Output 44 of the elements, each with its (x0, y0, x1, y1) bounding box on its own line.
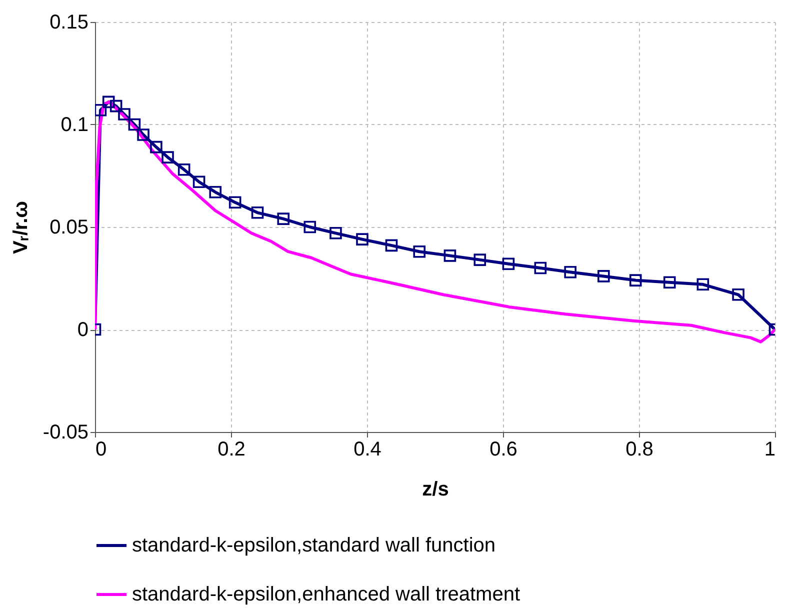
x-tick-label: 0.4 (354, 438, 382, 460)
point (304, 220, 316, 234)
y-tick-label: 0.15 (50, 12, 88, 34)
point (413, 245, 426, 258)
point (178, 163, 190, 176)
point (128, 118, 141, 131)
point (277, 212, 290, 225)
point (696, 278, 710, 291)
point (95, 104, 107, 116)
point (162, 151, 174, 164)
point (150, 140, 162, 154)
point (209, 186, 222, 198)
point (502, 258, 515, 270)
point (192, 176, 206, 188)
point (444, 250, 456, 262)
point (330, 227, 342, 240)
y-tick-label: 0 (77, 319, 88, 341)
point (110, 100, 122, 112)
x-tick-label: 0 (96, 438, 107, 460)
point (118, 108, 130, 120)
point (356, 233, 368, 246)
point (137, 128, 150, 141)
y-axis-title: Vᵣ/r.ω (10, 200, 32, 254)
point (564, 266, 576, 278)
point (629, 274, 642, 286)
point (534, 262, 547, 274)
x-tick-label: 0.6 (490, 438, 518, 460)
point (385, 239, 398, 252)
point (732, 288, 744, 301)
y-tick-label: 0.05 (50, 216, 88, 238)
y-tick-label: -0.05 (42, 422, 88, 444)
point (251, 206, 264, 219)
legend-label: standard-k-epsilon,standard wall function (132, 534, 496, 556)
x-tick-label: 1 (764, 438, 776, 460)
point (474, 254, 486, 266)
legend-label: standard-k-epsilon,enhanced wall treatment (132, 584, 520, 606)
y-tick-label: 0.1 (60, 114, 88, 136)
x-axis-title: z/s (422, 478, 449, 500)
point (228, 196, 242, 209)
point (663, 276, 676, 288)
point (597, 270, 610, 282)
x-tick-label: 0.2 (218, 438, 246, 460)
point (102, 96, 115, 108)
x-tick-label: 0.8 (626, 438, 654, 460)
